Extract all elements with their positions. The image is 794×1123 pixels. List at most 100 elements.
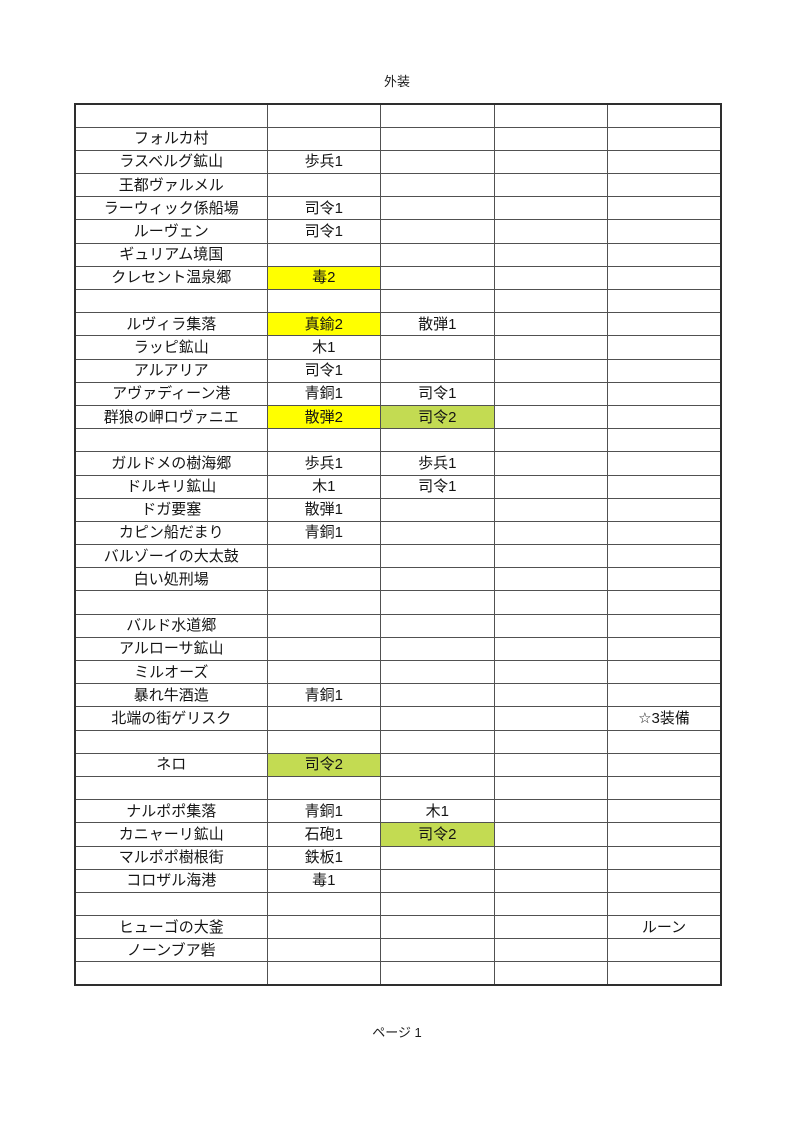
- location-cell: アルアリア: [74, 358, 268, 383]
- table-row: 暴れ牛酒造 青銅1: [74, 683, 722, 708]
- table-row: ギュリアム境国: [74, 242, 722, 267]
- location-cell: [74, 729, 268, 754]
- table-row: バルゾーイの大太鼓: [74, 544, 722, 569]
- item-cell: [607, 613, 722, 638]
- location-cell: カピン船だまり: [74, 520, 268, 546]
- item-cell: [493, 149, 608, 175]
- item-cell: ☆3装備: [607, 706, 722, 731]
- location-cell: ルヴィラ集落: [74, 312, 268, 337]
- item-cell: 司令1: [266, 196, 381, 221]
- location-cell: ドルキリ鉱山: [74, 474, 268, 499]
- item-cell: [380, 520, 495, 546]
- item-cell: [380, 544, 495, 569]
- item-cell: [493, 799, 608, 824]
- item-cell: [380, 891, 495, 917]
- item-cell: [493, 497, 608, 522]
- item-cell: [607, 567, 722, 592]
- item-cell: [493, 822, 608, 847]
- item-cell: [266, 242, 381, 267]
- location-cell: ナルポポ集落: [74, 799, 268, 824]
- item-cell: [266, 126, 381, 151]
- item-cell: [607, 799, 722, 824]
- item-cell: [266, 613, 381, 638]
- item-cell: [493, 590, 608, 615]
- item-cell: [493, 451, 608, 476]
- item-cell: [493, 915, 608, 940]
- item-cell: [493, 358, 608, 383]
- location-cell: ガルドメの樹海郷: [74, 451, 268, 476]
- item-cell: [380, 636, 495, 662]
- table-row: ラーウィック係船場 司令1: [74, 196, 722, 221]
- item-cell: [266, 288, 381, 314]
- location-cell: [74, 288, 268, 314]
- item-cell: [607, 544, 722, 569]
- table-row: ミルオーズ: [74, 659, 722, 685]
- item-cell: [607, 868, 722, 893]
- item-cell: [493, 126, 608, 151]
- item-cell: [493, 288, 608, 314]
- item-cell: 真鍮2: [266, 312, 381, 337]
- item-cell: [493, 961, 608, 986]
- table-row: [74, 103, 722, 128]
- location-cell: 北端の街ゲリスク: [74, 706, 268, 731]
- item-cell: [380, 590, 495, 615]
- item-cell: [607, 404, 722, 430]
- item-cell: 司令2: [266, 752, 381, 777]
- equipment-table: フォルカ村 ラスベルグ鉱山 歩兵1 王都ヴァルメル ラーウィック係船場 司令1 ルーヴェン司…: [74, 103, 722, 987]
- table-row: [74, 775, 722, 801]
- item-cell: [266, 775, 381, 801]
- location-cell: 暴れ牛酒造: [74, 683, 268, 708]
- item-cell: [493, 845, 608, 870]
- location-cell: 群狼の岬ロヴァニエ: [74, 404, 268, 430]
- item-cell: [493, 636, 608, 662]
- item-cell: 石砲1: [266, 822, 381, 847]
- item-cell: [493, 474, 608, 499]
- item-cell: 青銅1: [266, 799, 381, 824]
- item-cell: [607, 288, 722, 314]
- item-cell: [380, 683, 495, 708]
- location-cell: アヴァディーン港: [74, 381, 268, 406]
- table-row: ドルキリ鉱山 木1 司令1: [74, 474, 722, 499]
- item-cell: [607, 474, 722, 499]
- table-row: ナルポポ集落 青銅1 木1: [74, 799, 722, 824]
- table-row: ルーヴェン 司令1: [74, 219, 722, 244]
- table-row: [74, 288, 722, 314]
- item-cell: [607, 335, 722, 360]
- item-cell: 鉄板1: [266, 845, 381, 870]
- item-cell: [493, 428, 608, 453]
- item-cell: [380, 915, 495, 940]
- item-cell: [607, 358, 722, 383]
- item-cell: [607, 242, 722, 267]
- item-cell: [380, 706, 495, 731]
- item-cell: 青銅1: [266, 683, 381, 708]
- item-cell: [493, 729, 608, 754]
- item-cell: [607, 312, 722, 337]
- item-cell: [380, 173, 495, 198]
- item-cell: [493, 659, 608, 685]
- item-cell: [607, 428, 722, 453]
- location-cell: ネロ: [74, 752, 268, 777]
- location-cell: マルポポ樹根街: [74, 845, 268, 870]
- item-cell: [493, 706, 608, 731]
- item-cell: [380, 242, 495, 267]
- item-cell: [380, 729, 495, 754]
- item-cell: [607, 659, 722, 685]
- item-cell: 司令2: [380, 404, 495, 430]
- table-row: ガルドメの樹海郷 歩兵1 歩兵1: [74, 451, 722, 476]
- item-cell: [380, 335, 495, 360]
- location-cell: フォルカ村: [74, 126, 268, 151]
- item-cell: [493, 544, 608, 569]
- table-row: 王都ヴァルメル: [74, 173, 722, 198]
- item-cell: [266, 961, 381, 986]
- item-cell: [493, 520, 608, 546]
- item-cell: [607, 729, 722, 754]
- item-cell: [607, 775, 722, 801]
- item-cell: [380, 358, 495, 383]
- item-cell: [380, 613, 495, 638]
- location-cell: ラッピ鉱山: [74, 335, 268, 360]
- item-cell: 毒2: [266, 265, 381, 291]
- item-cell: [607, 822, 722, 847]
- item-cell: [380, 288, 495, 314]
- item-cell: 司令1: [266, 219, 381, 244]
